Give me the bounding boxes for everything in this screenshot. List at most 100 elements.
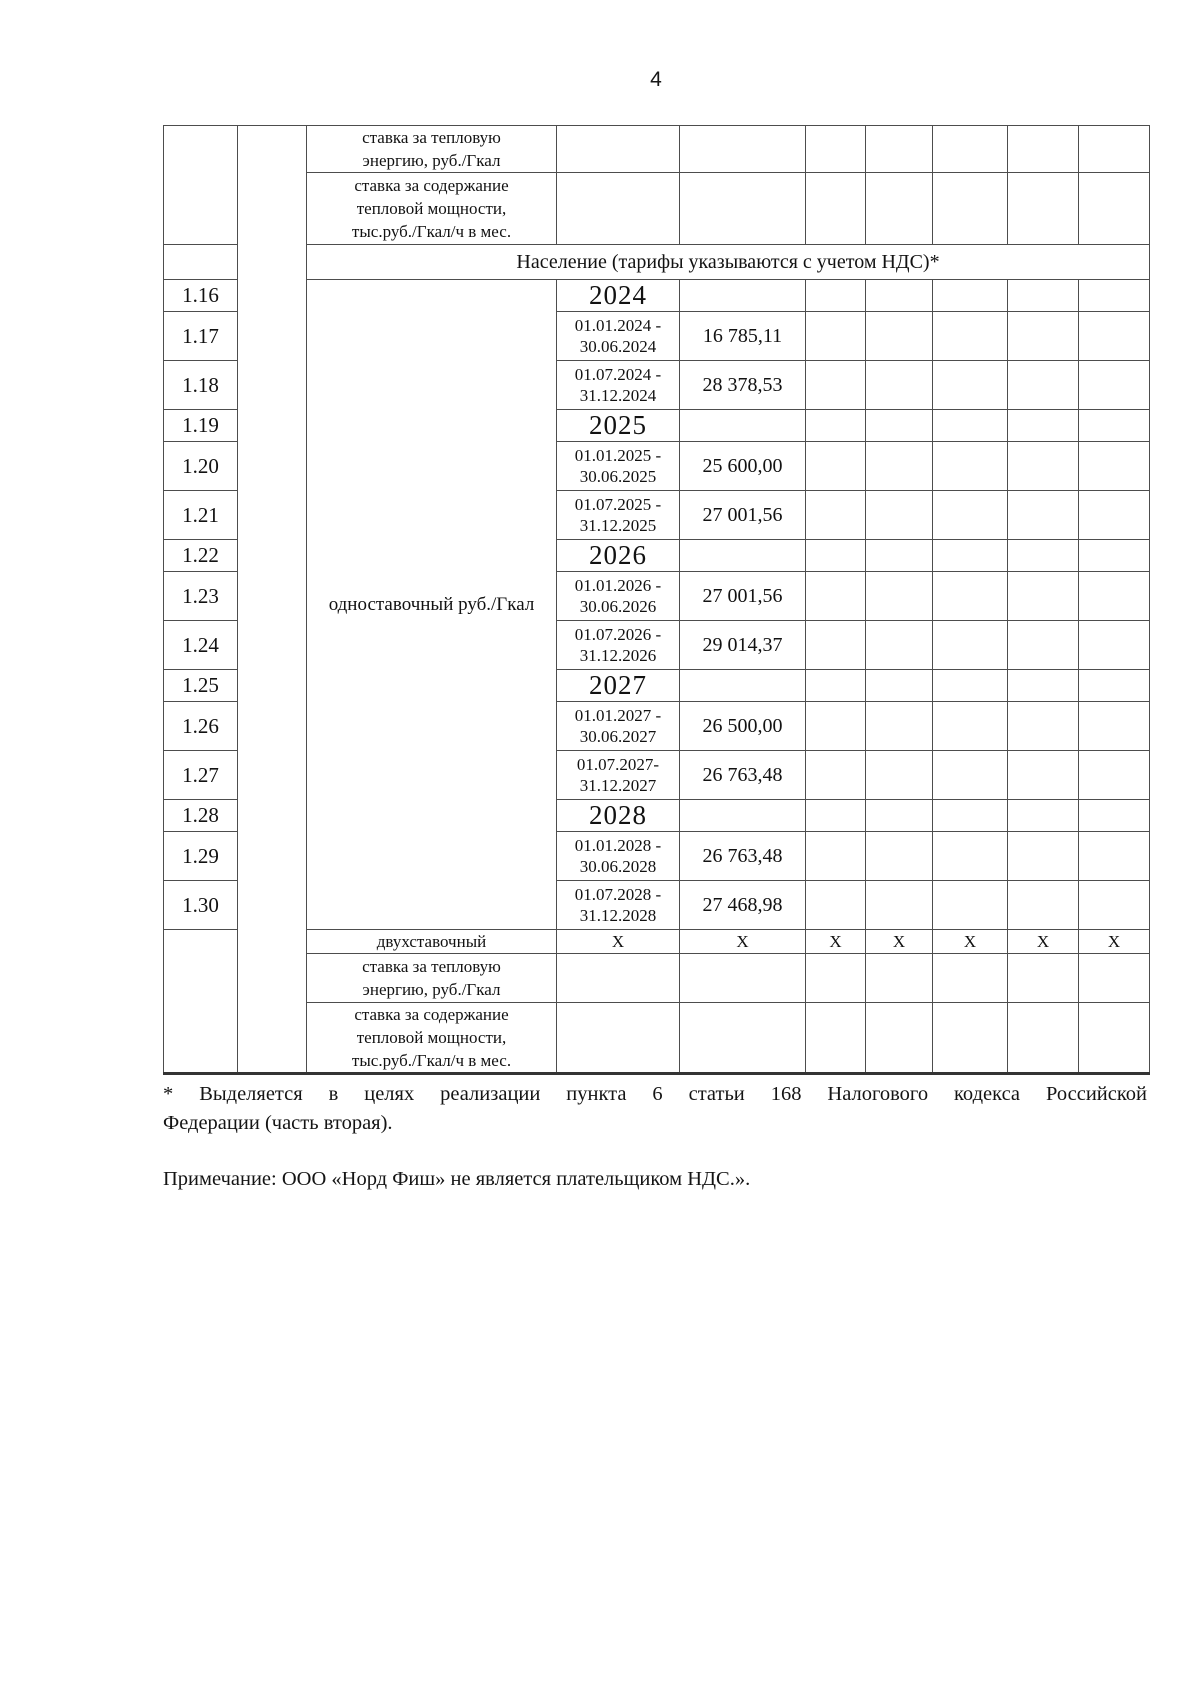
- x-mark-cell: X: [865, 929, 933, 954]
- empty-cell: [865, 279, 933, 312]
- table-row: 1.22 2026: [163, 539, 1150, 572]
- period-line: 30.06.2028: [579, 857, 657, 876]
- heat-energy-rate-label: ставка за тепловую энергию, руб./Гкал: [306, 953, 557, 1003]
- empty-cell: [805, 409, 866, 442]
- label-line: тыс.руб./Гкал/ч в мес.: [351, 1051, 512, 1070]
- x-mark-cell: X: [932, 929, 1008, 954]
- empty-cell: [932, 172, 1008, 245]
- row-number-cell: 1.26: [163, 701, 238, 751]
- empty-cell: [1007, 490, 1079, 540]
- empty-cell: [679, 125, 806, 173]
- x-mark-cell: X: [679, 929, 806, 954]
- empty-cell: [163, 929, 238, 1074]
- period-line: 01.01.2024 -: [574, 316, 662, 335]
- footnote-line: * Выделяется в целях реализации пункта 6…: [163, 1083, 1147, 1105]
- empty-cell: [1007, 831, 1079, 881]
- two-rate-label-cell: двухставочный: [306, 929, 557, 954]
- row-number-cell: 1.30: [163, 880, 238, 930]
- period-line: 31.12.2028: [579, 906, 657, 925]
- empty-cell: [1078, 360, 1150, 410]
- empty-cell: [1007, 360, 1079, 410]
- period-cell: 01.07.2025 - 31.12.2025: [556, 490, 680, 540]
- empty-cell: [865, 360, 933, 410]
- empty-cell: [679, 799, 806, 832]
- tariff-value-cell: 26 763,48: [679, 750, 806, 800]
- empty-cell: [865, 311, 933, 361]
- empty-cell: [556, 172, 680, 245]
- empty-cell: [805, 571, 866, 621]
- empty-cell: [1007, 799, 1079, 832]
- empty-cell: [1078, 750, 1150, 800]
- empty-cell: [805, 311, 866, 361]
- period-line: 01.01.2028 -: [574, 836, 662, 855]
- year-cell: 2027: [556, 669, 680, 702]
- table-row: 1.28 2028: [163, 799, 1150, 832]
- empty-cell: [805, 279, 866, 312]
- empty-cell: [1007, 172, 1079, 245]
- empty-cell: [1078, 799, 1150, 832]
- x-mark-cell: X: [1078, 929, 1150, 954]
- empty-cell: [865, 409, 933, 442]
- empty-cell: [1078, 539, 1150, 572]
- row-number-cell: 1.22: [163, 539, 238, 572]
- empty-cell: [1078, 953, 1150, 1003]
- empty-cell: [865, 799, 933, 832]
- empty-cell: [805, 750, 866, 800]
- empty-cell: [932, 539, 1008, 572]
- period-line: 30.06.2027: [579, 727, 657, 746]
- tariff-value-cell: 29 014,37: [679, 620, 806, 670]
- label-line: энергию, руб./Гкал: [362, 980, 501, 999]
- tariff-value-cell: 16 785,11: [679, 311, 806, 361]
- label-line: энергию, руб./Гкал: [362, 151, 501, 170]
- empty-cell: [865, 172, 933, 245]
- period-line: 31.12.2024: [579, 386, 657, 405]
- empty-cell: [679, 409, 806, 442]
- x-mark-cell: X: [556, 929, 680, 954]
- empty-cell: [805, 360, 866, 410]
- empty-cell: [932, 125, 1008, 173]
- table-row: ставка за содержание тепловой мощности, …: [164, 172, 1150, 245]
- empty-cell: [932, 311, 1008, 361]
- empty-cell: [865, 831, 933, 881]
- empty-cell: [865, 571, 933, 621]
- row-number-cell: 1.16: [163, 279, 238, 312]
- empty-cell: [1078, 172, 1150, 245]
- table-row: 1.18 01.07.2024 - 31.12.2024 28 378,53: [163, 360, 1150, 410]
- empty-cell: [1007, 953, 1079, 1003]
- empty-cell: [679, 172, 806, 245]
- row-number-cell: 1.19: [163, 409, 238, 442]
- heat-energy-rate-label: ставка за тепловую энергию, руб./Гкал: [306, 125, 557, 173]
- empty-cell: [1007, 880, 1079, 930]
- empty-cell: [865, 953, 933, 1003]
- table-row: 1.20 01.01.2025 - 30.06.2025 25 600,00: [163, 441, 1150, 491]
- row-number-cell: 1.24: [163, 620, 238, 670]
- label-line: тепловой мощности,: [356, 1028, 507, 1047]
- period-cell: 01.01.2024 - 30.06.2024: [556, 311, 680, 361]
- period-cell: 01.07.2026 - 31.12.2026: [556, 620, 680, 670]
- empty-cell: [865, 669, 933, 702]
- empty-cell: [1078, 571, 1150, 621]
- empty-cell: [805, 1002, 866, 1074]
- empty-cell: [932, 409, 1008, 442]
- empty-cell: [932, 441, 1008, 491]
- row-number-cell: 1.25: [163, 669, 238, 702]
- empty-cell: [805, 125, 866, 173]
- period-cell: 01.01.2028 - 30.06.2028: [556, 831, 680, 881]
- page-number: 4: [650, 68, 662, 91]
- empty-cell: [932, 620, 1008, 670]
- table-row: двухставочный X X X X X X X: [163, 929, 1150, 1074]
- empty-cell: [805, 539, 866, 572]
- empty-cell: [932, 750, 1008, 800]
- empty-cell: [1078, 409, 1150, 442]
- x-mark-cell: X: [805, 929, 866, 954]
- empty-cell: [932, 571, 1008, 621]
- empty-cell: [805, 490, 866, 540]
- empty-cell: [865, 539, 933, 572]
- period-line: 31.12.2026: [579, 646, 657, 665]
- capacity-rate-label: ставка за содержание тепловой мощности, …: [306, 1002, 557, 1074]
- period-line: 31.12.2025: [579, 516, 657, 535]
- row-number-cell: 1.28: [163, 799, 238, 832]
- table-row: 1.26 01.01.2027 - 30.06.2027 26 500,00: [163, 701, 1150, 751]
- period-line: 30.06.2024: [579, 337, 657, 356]
- capacity-rate-label: ставка за содержание тепловой мощности, …: [306, 172, 557, 245]
